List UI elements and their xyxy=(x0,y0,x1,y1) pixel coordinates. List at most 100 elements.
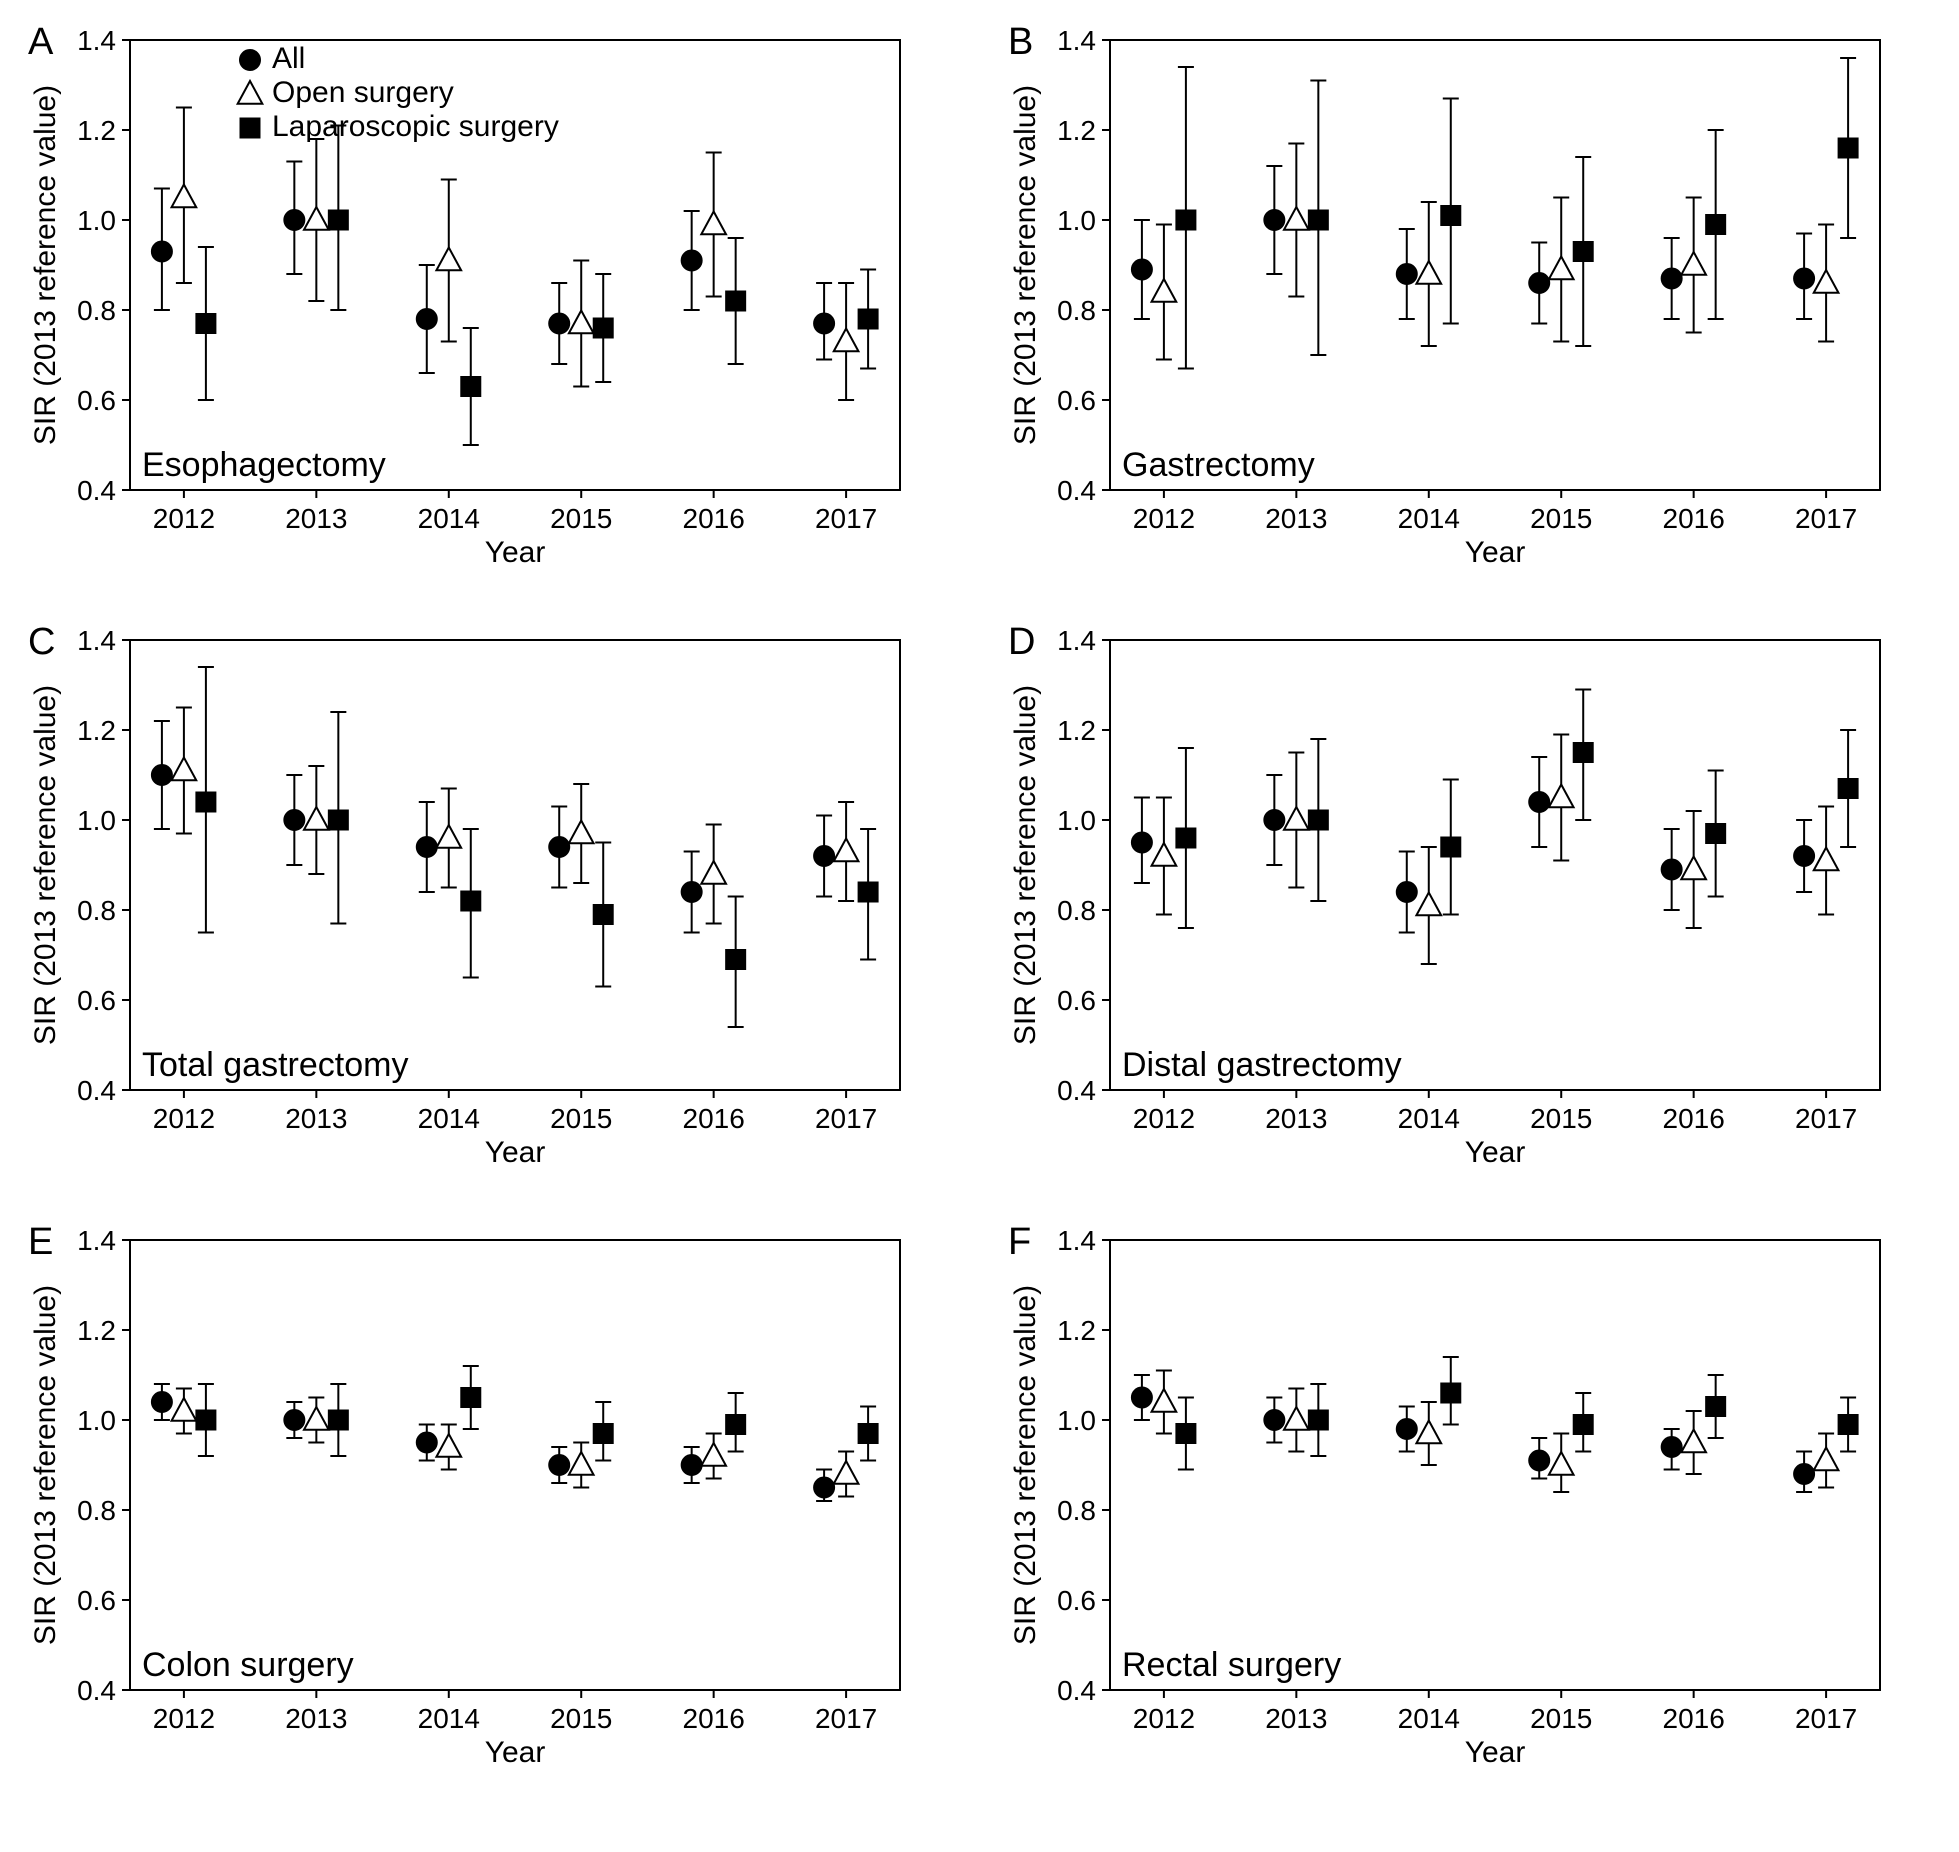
panel-letter: A xyxy=(28,21,54,63)
ytick-label: 1.2 xyxy=(77,715,116,746)
ytick-label: 1.2 xyxy=(1057,1315,1096,1346)
marker-all xyxy=(417,309,437,329)
panel-B: 0.40.60.81.01.21.42012201320142015201620… xyxy=(1000,20,1900,580)
ytick-label: 0.8 xyxy=(1057,895,1096,926)
marker-lap xyxy=(1309,211,1328,230)
ytick-label: 0.8 xyxy=(77,295,116,326)
panel-wrapper-E: 0.40.60.81.01.21.42012201320142015201620… xyxy=(20,1220,940,1780)
marker-all xyxy=(549,1455,569,1475)
marker-lap xyxy=(329,1411,348,1430)
xtick-label: 2013 xyxy=(285,1703,347,1734)
ytick-label: 1.0 xyxy=(1057,205,1096,236)
marker-all xyxy=(682,1455,702,1475)
ytick-label: 1.2 xyxy=(1057,115,1096,146)
x-axis-title: Year xyxy=(485,1736,546,1769)
marker-lap xyxy=(1441,1384,1460,1403)
marker-lap xyxy=(1574,743,1593,762)
panel-A: 0.40.60.81.01.21.42012201320142015201620… xyxy=(20,20,920,580)
marker-lap xyxy=(241,119,260,138)
marker-open xyxy=(1416,893,1441,916)
plot-border xyxy=(1110,40,1880,490)
marker-all xyxy=(814,314,834,334)
ytick-label: 1.0 xyxy=(77,805,116,836)
xtick-label: 2014 xyxy=(1398,1103,1460,1134)
marker-open xyxy=(304,807,329,830)
marker-lap xyxy=(1839,139,1858,158)
marker-open xyxy=(834,1461,859,1484)
marker-open xyxy=(569,311,594,334)
marker-open xyxy=(304,1407,329,1430)
marker-open xyxy=(834,329,859,352)
marker-lap xyxy=(1706,1397,1725,1416)
ytick-label: 1.4 xyxy=(77,1225,116,1256)
x-axis-title: Year xyxy=(1465,536,1526,569)
xtick-label: 2017 xyxy=(815,503,877,534)
marker-all xyxy=(1529,792,1549,812)
ytick-label: 1.0 xyxy=(77,1405,116,1436)
marker-lap xyxy=(1309,811,1328,830)
plot-border xyxy=(130,40,900,490)
marker-open xyxy=(172,758,197,781)
ytick-label: 0.4 xyxy=(1057,1075,1096,1106)
ytick-label: 0.4 xyxy=(77,1075,116,1106)
marker-open xyxy=(436,248,461,271)
ytick-label: 0.4 xyxy=(77,1675,116,1706)
marker-lap xyxy=(594,1424,613,1443)
marker-lap xyxy=(1441,206,1460,225)
marker-lap xyxy=(594,905,613,924)
panel-wrapper-F: 0.40.60.81.01.21.42012201320142015201620… xyxy=(1000,1220,1920,1780)
marker-all xyxy=(1397,264,1417,284)
xtick-label: 2012 xyxy=(1133,503,1195,534)
plot-border xyxy=(130,1240,900,1690)
panel-D: 0.40.60.81.01.21.42012201320142015201620… xyxy=(1000,620,1900,1180)
ytick-label: 1.4 xyxy=(77,25,116,56)
marker-open xyxy=(1549,1452,1574,1475)
marker-all xyxy=(682,882,702,902)
marker-open xyxy=(1152,279,1177,302)
marker-all xyxy=(152,1392,172,1412)
panel-wrapper-A: 0.40.60.81.01.21.42012201320142015201620… xyxy=(20,20,940,580)
marker-open xyxy=(436,825,461,848)
ytick-label: 0.4 xyxy=(1057,1675,1096,1706)
xtick-label: 2013 xyxy=(1265,503,1327,534)
xtick-label: 2014 xyxy=(1398,1703,1460,1734)
panel-wrapper-D: 0.40.60.81.01.21.42012201320142015201620… xyxy=(1000,620,1920,1180)
ytick-label: 0.8 xyxy=(1057,1495,1096,1526)
y-axis-title: SIR (2013 reference value) xyxy=(29,1285,62,1645)
xtick-label: 2015 xyxy=(550,1703,612,1734)
panel-letter: E xyxy=(28,1221,53,1263)
marker-open xyxy=(172,185,197,208)
marker-open xyxy=(238,81,263,104)
marker-lap xyxy=(1574,1415,1593,1434)
ytick-label: 1.4 xyxy=(1057,1225,1096,1256)
panel-E: 0.40.60.81.01.21.42012201320142015201620… xyxy=(20,1220,920,1780)
xtick-label: 2014 xyxy=(418,1703,480,1734)
marker-open xyxy=(172,1398,197,1421)
xtick-label: 2013 xyxy=(1265,1703,1327,1734)
marker-open xyxy=(1152,1389,1177,1412)
xtick-label: 2016 xyxy=(683,1703,745,1734)
marker-lap xyxy=(1309,1411,1328,1430)
marker-lap xyxy=(1176,1424,1195,1443)
marker-all xyxy=(1264,1410,1284,1430)
marker-open xyxy=(1152,843,1177,866)
ytick-label: 1.2 xyxy=(1057,715,1096,746)
marker-open xyxy=(304,207,329,230)
xtick-label: 2013 xyxy=(285,503,347,534)
panel-wrapper-B: 0.40.60.81.01.21.42012201320142015201620… xyxy=(1000,20,1920,580)
marker-all xyxy=(1662,269,1682,289)
ytick-label: 1.2 xyxy=(77,115,116,146)
y-axis-title: SIR (2013 reference value) xyxy=(1009,685,1042,1045)
marker-lap xyxy=(859,883,878,902)
xtick-label: 2012 xyxy=(1133,1703,1195,1734)
ytick-label: 1.0 xyxy=(1057,1405,1096,1436)
xtick-label: 2016 xyxy=(1663,503,1725,534)
ytick-label: 1.0 xyxy=(1057,805,1096,836)
panel-title: Rectal surgery xyxy=(1122,1646,1341,1684)
ytick-label: 0.6 xyxy=(77,985,116,1016)
marker-all xyxy=(1397,1419,1417,1439)
ytick-label: 0.8 xyxy=(77,1495,116,1526)
xtick-label: 2017 xyxy=(815,1703,877,1734)
legend-label-all: All xyxy=(272,42,305,75)
ytick-label: 1.4 xyxy=(1057,25,1096,56)
